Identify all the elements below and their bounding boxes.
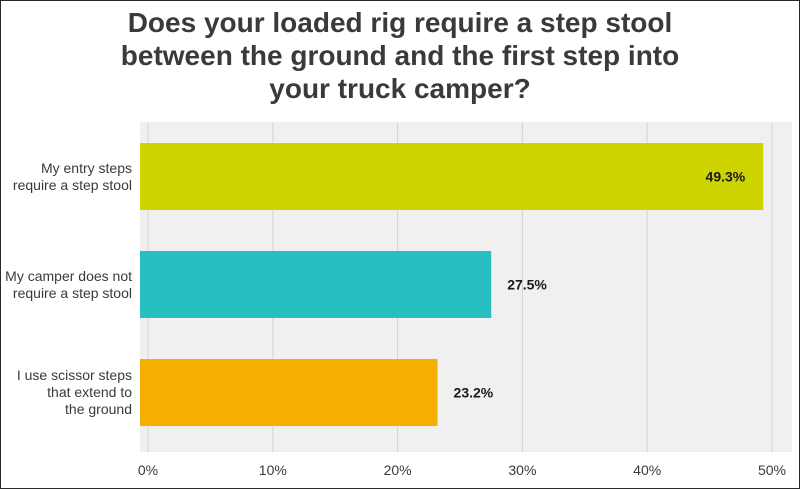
chart-title: Does your loaded rig require a step stoo… — [120, 7, 680, 104]
category-label: My entry steps require a step stool — [12, 159, 132, 193]
category-label: I use scissor steps that extend to the g… — [16, 367, 132, 417]
bar — [140, 143, 764, 210]
x-tick-label: 40% — [633, 462, 662, 478]
x-tick-label: 20% — [383, 462, 412, 478]
x-tick-label: 50% — [757, 462, 787, 478]
x-tick-label: 10% — [258, 462, 287, 478]
bar — [140, 359, 438, 426]
data-label: 49.3% — [706, 169, 746, 185]
x-tick-label: 0% — [137, 462, 159, 478]
data-label: 27.5% — [507, 277, 547, 293]
x-tick-label: 30% — [508, 462, 537, 478]
category-label: My camper does not require a step stool — [5, 267, 132, 301]
data-label: 23.2% — [454, 385, 494, 401]
bar — [140, 251, 492, 318]
